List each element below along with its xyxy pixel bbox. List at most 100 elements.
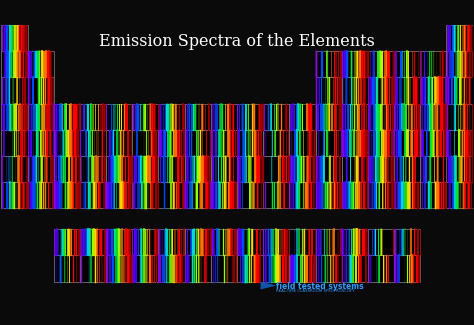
Bar bbox=[316, 156, 342, 182]
Bar bbox=[342, 51, 368, 77]
Bar bbox=[289, 255, 316, 282]
Bar bbox=[394, 182, 420, 208]
Bar bbox=[237, 182, 263, 208]
Bar bbox=[54, 182, 80, 208]
Bar bbox=[289, 229, 316, 255]
Bar bbox=[237, 229, 263, 255]
Bar bbox=[80, 255, 106, 282]
Bar bbox=[447, 104, 473, 130]
Bar bbox=[289, 156, 316, 182]
Bar bbox=[420, 77, 447, 104]
Bar bbox=[420, 130, 447, 156]
Bar bbox=[185, 130, 211, 156]
Bar bbox=[80, 130, 106, 156]
Bar bbox=[394, 255, 420, 282]
Bar bbox=[316, 77, 342, 104]
Bar bbox=[447, 25, 473, 51]
Bar bbox=[289, 130, 316, 156]
Bar bbox=[289, 104, 316, 130]
Bar bbox=[447, 130, 473, 156]
Bar bbox=[368, 182, 394, 208]
Bar bbox=[368, 130, 394, 156]
Bar bbox=[394, 229, 420, 255]
Bar bbox=[27, 104, 54, 130]
Bar bbox=[237, 156, 263, 182]
Bar bbox=[54, 156, 80, 182]
Bar bbox=[368, 156, 394, 182]
Bar bbox=[316, 130, 342, 156]
Bar bbox=[185, 255, 211, 282]
Bar bbox=[211, 156, 237, 182]
Bar bbox=[80, 104, 106, 130]
Bar bbox=[80, 229, 106, 255]
Bar bbox=[158, 255, 185, 282]
Bar bbox=[54, 255, 80, 282]
Bar bbox=[1, 51, 27, 77]
Bar bbox=[316, 182, 342, 208]
Bar bbox=[263, 229, 289, 255]
Bar bbox=[342, 104, 368, 130]
Bar bbox=[316, 229, 342, 255]
Bar bbox=[316, 104, 342, 130]
Bar bbox=[158, 104, 185, 130]
Bar bbox=[158, 182, 185, 208]
Bar bbox=[289, 182, 316, 208]
Bar bbox=[158, 130, 185, 156]
Bar bbox=[211, 104, 237, 130]
Bar bbox=[237, 255, 263, 282]
Bar bbox=[80, 156, 106, 182]
Bar bbox=[368, 77, 394, 104]
Bar bbox=[211, 182, 237, 208]
Bar bbox=[1, 182, 27, 208]
Bar bbox=[106, 229, 132, 255]
Bar bbox=[211, 229, 237, 255]
Bar bbox=[420, 182, 447, 208]
Bar bbox=[237, 104, 263, 130]
Text: field tested systems: field tested systems bbox=[276, 282, 364, 291]
Bar bbox=[394, 156, 420, 182]
Bar bbox=[1, 156, 27, 182]
Bar bbox=[316, 255, 342, 282]
Bar bbox=[106, 182, 132, 208]
Bar bbox=[447, 77, 473, 104]
Bar bbox=[447, 51, 473, 77]
Bar bbox=[185, 229, 211, 255]
Bar bbox=[368, 229, 394, 255]
Bar bbox=[27, 77, 54, 104]
Bar bbox=[342, 229, 368, 255]
Bar bbox=[27, 182, 54, 208]
Bar bbox=[80, 182, 106, 208]
Bar bbox=[368, 51, 394, 77]
Bar bbox=[132, 156, 158, 182]
Bar bbox=[447, 182, 473, 208]
Bar bbox=[420, 51, 447, 77]
Bar bbox=[237, 130, 263, 156]
Bar bbox=[27, 130, 54, 156]
Bar bbox=[420, 104, 447, 130]
Bar bbox=[1, 130, 27, 156]
Bar bbox=[211, 130, 237, 156]
Bar bbox=[132, 182, 158, 208]
Bar bbox=[27, 51, 54, 77]
Bar bbox=[132, 130, 158, 156]
Bar bbox=[263, 104, 289, 130]
Bar bbox=[342, 182, 368, 208]
Bar bbox=[106, 104, 132, 130]
Bar bbox=[394, 104, 420, 130]
Bar bbox=[342, 156, 368, 182]
Bar bbox=[1, 104, 27, 130]
Text: Emission Spectra of the Elements: Emission Spectra of the Elements bbox=[99, 33, 375, 50]
Bar bbox=[185, 104, 211, 130]
Bar bbox=[263, 156, 289, 182]
Text: REAL-TIME CLASSROOM SPECTROSCOPY: REAL-TIME CLASSROOM SPECTROSCOPY bbox=[276, 289, 355, 293]
Bar bbox=[342, 77, 368, 104]
Bar bbox=[27, 156, 54, 182]
Bar bbox=[394, 130, 420, 156]
Bar bbox=[447, 156, 473, 182]
Bar bbox=[263, 255, 289, 282]
Bar bbox=[342, 255, 368, 282]
Bar bbox=[185, 156, 211, 182]
Polygon shape bbox=[261, 282, 276, 290]
Bar bbox=[394, 77, 420, 104]
Bar bbox=[1, 25, 27, 51]
